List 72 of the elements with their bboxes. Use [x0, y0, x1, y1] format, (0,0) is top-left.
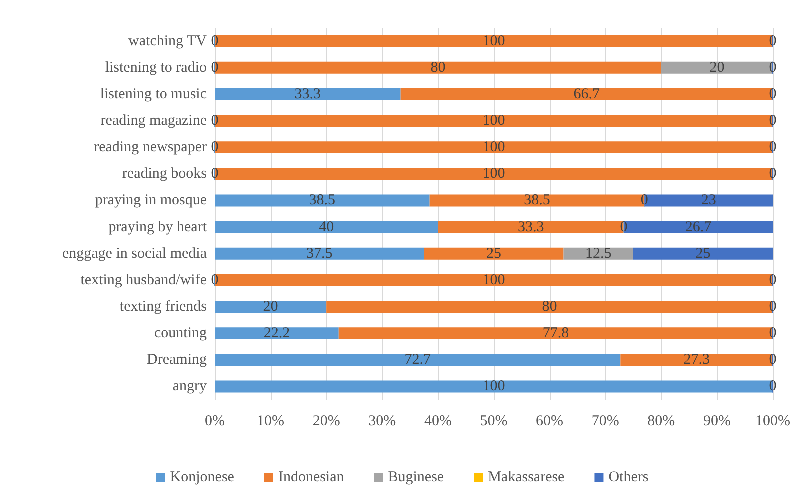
- y-tick-label: reading magazine: [100, 113, 208, 129]
- y-tick-label: reading newspaper: [94, 140, 207, 156]
- data-label: 0: [211, 113, 219, 129]
- data-label: 0: [211, 140, 219, 156]
- data-label: 20: [263, 299, 278, 315]
- data-label: 0: [769, 352, 777, 368]
- x-tick-label: 100%: [756, 414, 790, 430]
- data-label: 66.7: [574, 86, 601, 102]
- data-label: 0: [211, 60, 219, 76]
- data-label: 0: [769, 272, 777, 288]
- y-tick-label: enggage in social media: [62, 246, 208, 262]
- legend-label: Konjonese: [170, 470, 235, 486]
- data-label: 0: [769, 60, 777, 76]
- data-label: 22.2: [264, 326, 290, 342]
- x-tick-label: 60%: [536, 414, 564, 430]
- data-label: 38.5: [524, 192, 550, 209]
- data-label: 20: [710, 60, 725, 76]
- data-label: 100: [482, 378, 506, 395]
- data-label: 37.5: [306, 246, 333, 262]
- x-tick-label: 20%: [312, 414, 340, 430]
- data-label: 100: [482, 272, 506, 288]
- data-label: 0: [769, 113, 777, 129]
- data-label: 0: [769, 33, 777, 50]
- data-label: 0: [211, 166, 219, 182]
- data-label: 25: [486, 246, 502, 262]
- legend-label: Indonesian: [278, 470, 345, 486]
- x-tick-label: 90%: [703, 414, 731, 430]
- data-label: 33.3: [518, 219, 544, 236]
- legend-label: Others: [608, 470, 649, 486]
- data-label: 100: [482, 33, 506, 50]
- data-label: 25: [696, 246, 711, 262]
- data-label: 0: [211, 33, 219, 50]
- data-label: 40: [319, 219, 334, 236]
- data-label: 100: [482, 140, 506, 156]
- x-tick-label: 10%: [257, 414, 285, 430]
- data-label: 100: [482, 113, 506, 129]
- data-label: 33.3: [294, 86, 322, 102]
- data-label: 0: [769, 166, 777, 182]
- y-tick-label: texting husband/wife: [80, 272, 208, 288]
- data-label: 0: [211, 272, 219, 288]
- y-tick-label: praying in mosque: [95, 192, 208, 209]
- data-label: 38.5: [309, 192, 336, 209]
- y-tick-label: listening to radio: [105, 60, 207, 76]
- y-tick-label: texting friends: [120, 299, 208, 315]
- x-tick-label: 80%: [648, 414, 676, 430]
- data-label: 80: [542, 299, 558, 315]
- y-tick-label: listening to music: [100, 86, 208, 102]
- data-label: 72.7: [404, 352, 432, 368]
- y-tick-label: watching TV: [128, 33, 208, 50]
- y-tick-label: angry: [172, 378, 208, 395]
- data-label: 26.7: [685, 219, 712, 236]
- data-label: 27.3: [684, 352, 710, 368]
- data-label: 80: [430, 60, 446, 76]
- x-tick-label: 40%: [424, 414, 452, 430]
- x-tick-label: 70%: [592, 414, 620, 430]
- data-label: 23: [701, 192, 716, 209]
- y-tick-label: Dreaming: [147, 352, 208, 368]
- data-label: 100: [482, 166, 506, 182]
- data-label: 0: [769, 299, 777, 315]
- y-tick-label: counting: [154, 326, 208, 342]
- data-label: 0: [769, 326, 777, 342]
- legend-label: Buginese: [388, 470, 444, 486]
- y-tick-label: praying by heart: [108, 219, 208, 236]
- y-tick-label: reading books: [122, 166, 208, 182]
- data-label: 77.8: [542, 326, 570, 342]
- data-label: 12.5: [586, 246, 612, 262]
- x-tick-label: 0%: [205, 414, 225, 430]
- legend-label: Makassarese: [488, 470, 566, 486]
- x-tick-label: 50%: [480, 414, 508, 430]
- data-label: 0: [769, 140, 777, 156]
- data-label: 0: [769, 86, 777, 102]
- x-tick-label: 30%: [368, 414, 396, 430]
